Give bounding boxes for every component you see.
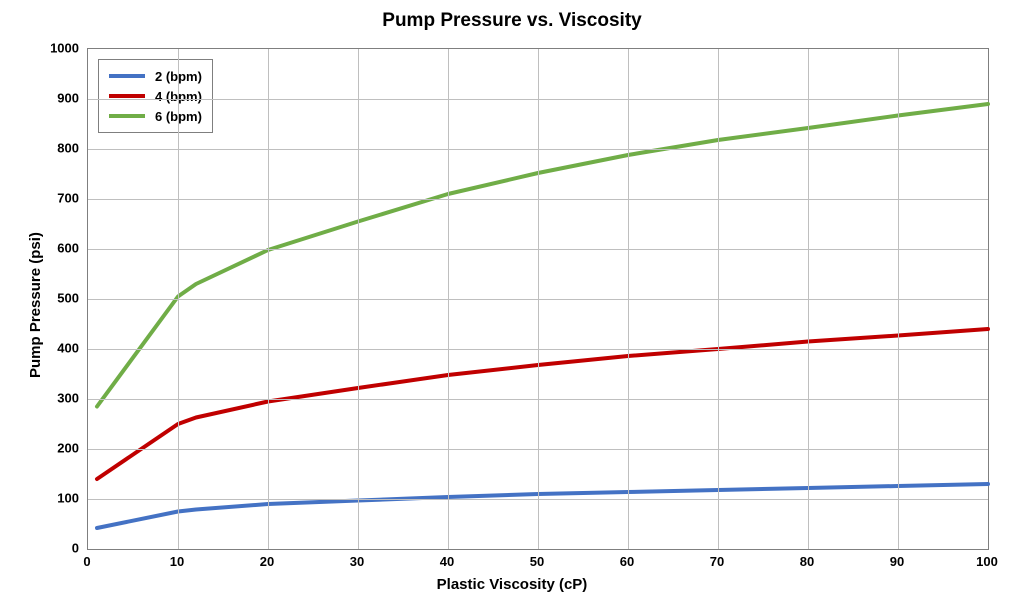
legend-swatch — [109, 74, 145, 78]
x-tick-label: 60 — [620, 554, 634, 569]
gridline-horizontal — [88, 449, 988, 450]
x-tick-label: 30 — [350, 554, 364, 569]
gridline-horizontal — [88, 349, 988, 350]
x-tick-label: 10 — [170, 554, 184, 569]
x-tick-label: 100 — [976, 554, 998, 569]
y-tick-label: 300 — [39, 391, 79, 406]
y-tick-label: 700 — [39, 191, 79, 206]
legend-item: 2 (bpm) — [109, 66, 202, 86]
series-line — [97, 484, 988, 528]
legend-swatch — [109, 114, 145, 118]
y-tick-label: 900 — [39, 91, 79, 106]
x-tick-label: 70 — [710, 554, 724, 569]
x-tick-label: 90 — [890, 554, 904, 569]
gridline-horizontal — [88, 499, 988, 500]
x-tick-label: 50 — [530, 554, 544, 569]
x-axis-label: Plastic Viscosity (cP) — [0, 576, 1024, 593]
x-tick-label: 20 — [260, 554, 274, 569]
gridline-horizontal — [88, 299, 988, 300]
legend-item: 4 (bpm) — [109, 86, 202, 106]
legend: 2 (bpm)4 (bpm)6 (bpm) — [98, 59, 213, 133]
y-tick-label: 800 — [39, 141, 79, 156]
gridline-horizontal — [88, 199, 988, 200]
gridline-horizontal — [88, 99, 988, 100]
x-tick-label: 40 — [440, 554, 454, 569]
y-tick-label: 600 — [39, 241, 79, 256]
legend-swatch — [109, 94, 145, 98]
gridline-horizontal — [88, 399, 988, 400]
y-tick-label: 100 — [39, 491, 79, 506]
chart-title: Pump Pressure vs. Viscosity — [0, 10, 1024, 32]
chart-container: Pump Pressure vs. Viscosity 2 (bpm)4 (bp… — [0, 0, 1024, 606]
legend-item: 6 (bpm) — [109, 106, 202, 126]
gridline-horizontal — [88, 149, 988, 150]
x-tick-label: 80 — [800, 554, 814, 569]
y-tick-label: 200 — [39, 441, 79, 456]
y-tick-label: 1000 — [39, 41, 79, 56]
y-tick-label: 500 — [39, 291, 79, 306]
x-tick-label: 0 — [83, 554, 90, 569]
plot-area: 2 (bpm)4 (bpm)6 (bpm) — [87, 48, 989, 550]
y-tick-label: 400 — [39, 341, 79, 356]
y-tick-label: 0 — [39, 541, 79, 556]
series-line — [97, 329, 988, 479]
gridline-horizontal — [88, 249, 988, 250]
